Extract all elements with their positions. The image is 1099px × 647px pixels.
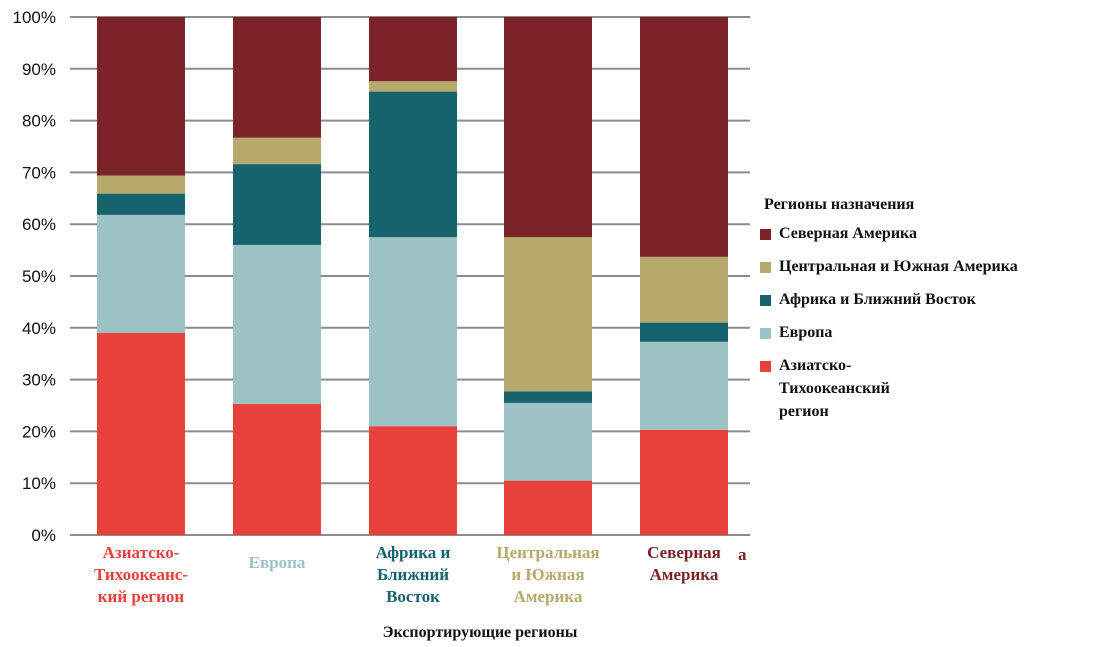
y-tick-label: 10% xyxy=(22,474,56,493)
y-tick-label: 0% xyxy=(31,526,56,545)
legend-label: Северная Америка xyxy=(779,225,918,242)
legend-item: Африка и Ближний Восток xyxy=(760,288,1095,311)
legend-item: Северная Америка xyxy=(760,222,1095,245)
legend-title: Регионы назначения xyxy=(764,196,915,213)
y-tick-label: 100% xyxy=(13,8,56,27)
y-tick-label: 90% xyxy=(22,60,56,79)
bar-segment xyxy=(97,175,185,194)
bar-segment xyxy=(233,17,321,138)
x-axis-title: Экспортирующие регионы xyxy=(382,624,578,641)
legend: Регионы назначения Северная Америка Центр… xyxy=(760,196,1095,433)
legend-items: Северная Америка Центральная и Южная Амер… xyxy=(760,222,1095,423)
bar-segment xyxy=(97,17,185,176)
legend-swatch xyxy=(760,361,771,372)
y-tick-label: 70% xyxy=(22,163,56,182)
bar-segment xyxy=(369,426,457,535)
bar-segment xyxy=(640,322,728,342)
y-tick-label: 80% xyxy=(22,112,56,131)
x-category-label: Африка и Ближний Восток xyxy=(375,543,451,606)
bar-segment xyxy=(640,429,728,535)
bar-segment xyxy=(640,17,728,257)
bar-segment xyxy=(369,237,457,427)
y-tick-label: 30% xyxy=(22,371,56,390)
x-category-label: Европа xyxy=(248,553,306,572)
bar-segment xyxy=(504,391,592,403)
legend-swatch xyxy=(760,262,771,273)
bar-segment xyxy=(369,81,457,92)
legend-item: Европа xyxy=(760,321,1095,344)
bar-segment xyxy=(504,17,592,238)
bar-segment xyxy=(233,164,321,245)
x-category-label: Центральная и Южная Америка xyxy=(496,543,600,606)
bar-segment xyxy=(233,137,321,165)
bar-segment xyxy=(97,193,185,215)
legend-swatch xyxy=(760,328,771,339)
bar-segment xyxy=(640,256,728,323)
x-category-label: Северная Америка xyxy=(647,543,721,584)
bar-segment xyxy=(369,17,457,82)
bar-segment xyxy=(233,244,321,404)
bar-segment xyxy=(504,237,592,392)
y-tick-label: 20% xyxy=(22,422,56,441)
y-tick-label: 60% xyxy=(22,215,56,234)
bar-segment xyxy=(233,403,321,535)
legend-label: Центральная и Южная Америка xyxy=(779,258,1018,275)
legend-label: Африка и Ближний Восток xyxy=(779,291,976,308)
legend-item: Центральная и Южная Америка xyxy=(760,255,1095,278)
legend-swatch xyxy=(760,229,771,240)
legend-label: Европа xyxy=(779,324,833,341)
legend-swatch xyxy=(760,295,771,306)
bar-segment xyxy=(504,402,592,481)
legend-label: Азиатско- Тихоокеанский регион xyxy=(779,357,890,420)
x-category-label: Азиатско- Тихоокеанс- кий регион xyxy=(94,543,188,606)
bar-segment xyxy=(369,91,457,238)
legend-item: Азиатско- Тихоокеанский регион xyxy=(760,354,1095,423)
bar-segment xyxy=(504,480,592,535)
bar-segment xyxy=(97,332,185,535)
bar-segment xyxy=(640,341,728,430)
bar-segment xyxy=(97,214,185,333)
y-tick-label: 50% xyxy=(22,267,56,286)
y-tick-label: 40% xyxy=(22,319,56,338)
stray-label-fragment: a xyxy=(738,545,747,564)
